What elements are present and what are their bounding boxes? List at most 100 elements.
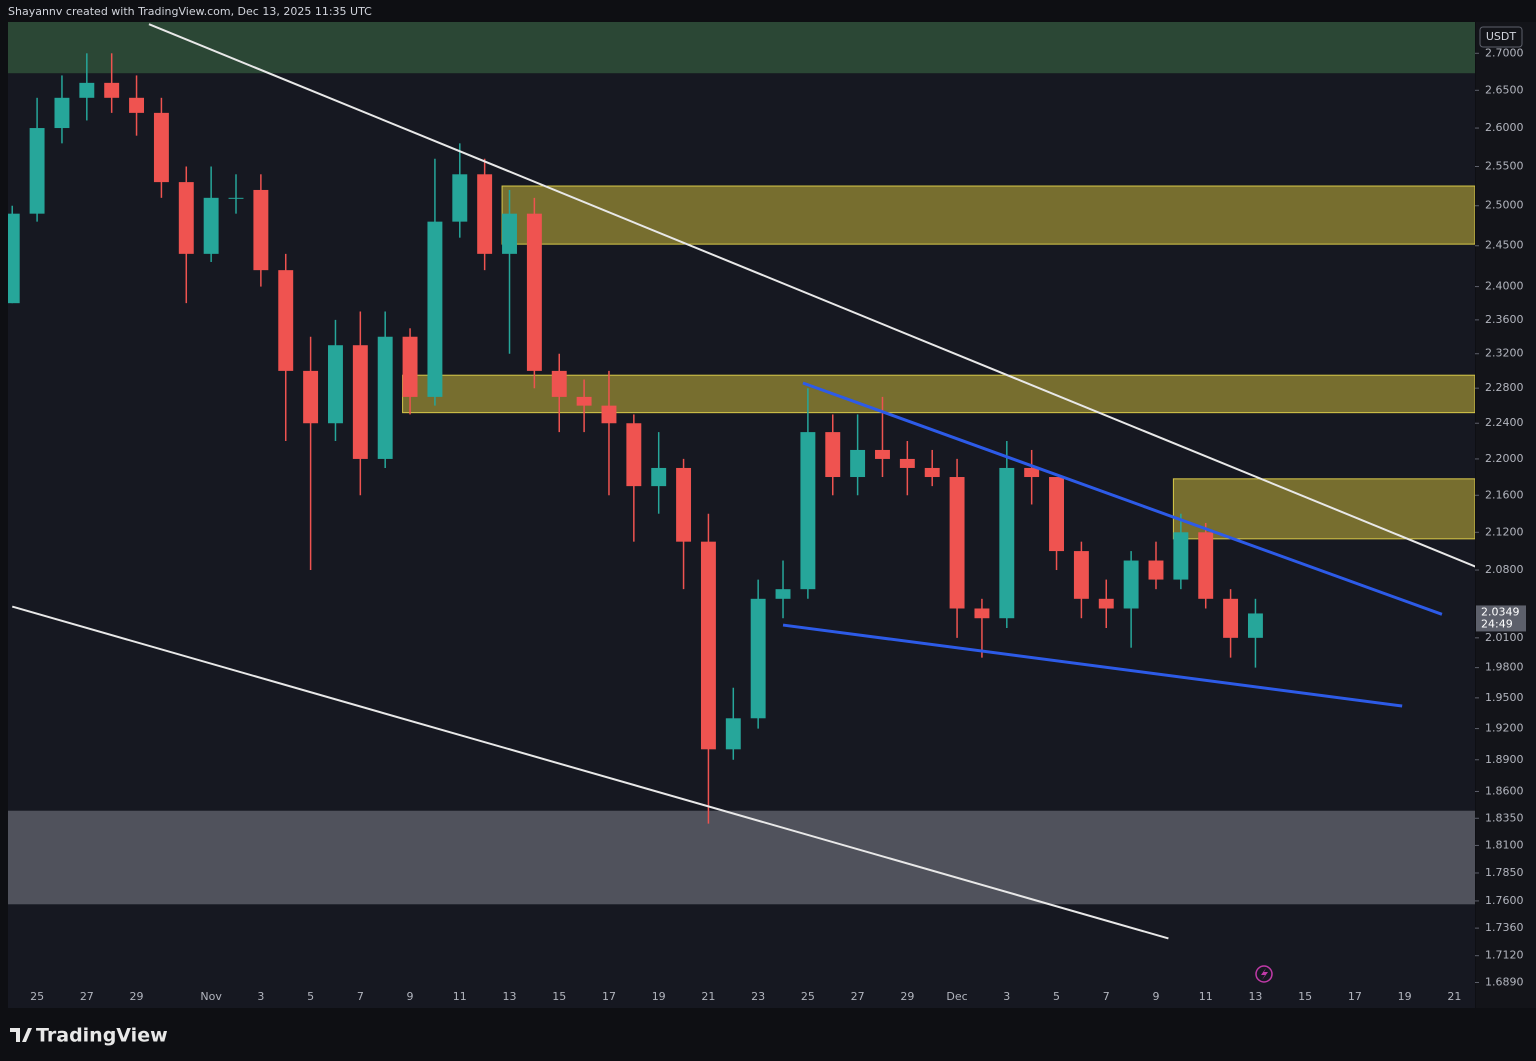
candle-body [949,477,965,609]
x-tick-label: 19 [1398,990,1412,1003]
x-tick-label: 29 [130,990,144,1003]
candle-body [700,541,716,750]
y-tick-label: 1.7850 [1485,866,1524,879]
attribution: Shayannv created with TradingView.com, D… [8,5,372,18]
candle-body [626,423,642,487]
candle-body [452,174,468,222]
x-tick-label: 25 [801,990,815,1003]
candle-body [526,213,542,371]
candle-body [427,221,443,397]
y-tick-label: 2.6500 [1485,83,1524,96]
y-tick-label: 2.5500 [1485,160,1524,173]
y-tick-label: 1.7360 [1485,921,1524,934]
zone [1172,478,1475,540]
y-tick-label: 1.6890 [1485,975,1524,988]
x-tick-label: 5 [1053,990,1060,1003]
y-tick-label: 1.9200 [1485,722,1524,735]
last-price-box [1476,605,1526,632]
candle-body [800,432,816,590]
candle-body [676,467,692,542]
x-tick-label: 7 [1103,990,1110,1003]
plot [8,22,1475,940]
countdown: 24:49 [1481,617,1513,630]
candle-body [775,589,791,599]
x-tick-label: 9 [1152,990,1159,1003]
candle-body [104,82,120,98]
candle-body [278,270,294,371]
x-tick-label: Nov [200,990,222,1003]
candle-body [228,197,244,199]
x-tick-label: 15 [1298,990,1312,1003]
candle-body [1198,532,1214,599]
y-tick-label: 2.6000 [1485,121,1524,134]
y-tick-label: 2.5000 [1485,199,1524,212]
x-tick-label: 5 [307,990,314,1003]
x-tick-label: 29 [900,990,914,1003]
candle-body [1098,598,1114,609]
y-tick-label: 2.2800 [1485,381,1524,394]
zone [501,185,1475,245]
trend-line [148,23,1475,568]
x-tick-label: 17 [1348,990,1362,1003]
y-tick-label: 2.3600 [1485,313,1524,326]
trend-line [802,381,1443,616]
candle-body [402,336,418,397]
trend-line [782,623,1403,708]
lightning-icon[interactable] [1255,965,1273,983]
y-tick-label: 2.0100 [1485,631,1524,644]
y-tick-label: 2.4000 [1485,280,1524,293]
x-tick-label: 27 [851,990,865,1003]
y-tick-label: 2.1600 [1485,488,1524,501]
candle-body [377,336,393,459]
candle-body [651,467,667,487]
logo-mark [10,1028,32,1042]
candle-body [999,467,1015,619]
x-tick-label: 19 [652,990,666,1003]
brand: TradingView [36,1025,168,1047]
x-tick-label: 21 [701,990,715,1003]
x-tick-label: 21 [1447,990,1461,1003]
candle-body [825,432,841,478]
candle-body [303,370,319,424]
candle-body [551,370,567,397]
candle-body [1073,551,1089,599]
last-price: 2.0349 [1481,605,1520,618]
y-tick-label: 1.8100 [1485,838,1524,851]
y-tick-label: 2.2400 [1485,416,1524,429]
candle-body [725,718,741,750]
x-tick-label: 25 [30,990,44,1003]
x-tick-label: 13 [503,990,517,1003]
candle-body [352,345,368,459]
candle-body [8,213,20,304]
x-tick-label: 11 [453,990,467,1003]
brand-logo[interactable]: TradingView [10,1025,168,1047]
zone [8,22,1475,74]
candle-body [924,467,940,478]
y-tick-label: 1.9500 [1485,691,1524,704]
y-tick-label: 1.9800 [1485,661,1524,674]
icon-ring [1255,965,1273,983]
x-tick-label: 3 [257,990,264,1003]
axes: 2.7000 2.6500 2.6000 2.5500 2.5000 2.4500 2.40… [30,46,1526,1003]
x-tick-label: 23 [751,990,765,1003]
trend-line [11,605,1169,940]
candle-body [974,608,990,619]
candle-body [576,396,592,406]
x-tick-label: 13 [1248,990,1262,1003]
currency: USDT [1486,30,1517,43]
y-tick-label: 2.0800 [1485,563,1524,576]
candle-body [750,598,766,719]
y-tick-label: 2.3200 [1485,347,1524,360]
zone [8,810,1475,905]
candle-body [477,174,493,254]
x-tick-label: 9 [407,990,414,1003]
candle-body [875,449,890,459]
currency-box[interactable] [1479,26,1523,48]
y-tick-label: 2.4500 [1485,239,1524,252]
y-tick-label: 1.8600 [1485,784,1524,797]
icon-bolt [1261,968,1268,980]
price-axis [1476,22,1536,1008]
candle-body [1049,477,1064,552]
candle-body [899,458,915,468]
